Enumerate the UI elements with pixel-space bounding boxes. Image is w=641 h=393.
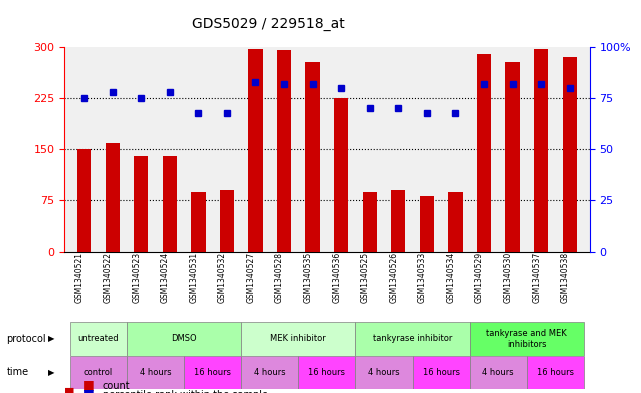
Text: GSM1340521: GSM1340521 [75,252,84,303]
Text: GSM1340533: GSM1340533 [418,252,427,303]
Bar [506,62,520,252]
FancyBboxPatch shape [470,322,584,356]
Bar [277,50,291,252]
Text: 4 hours: 4 hours [483,368,514,377]
Text: ■: ■ [83,387,95,393]
Text: protocol: protocol [6,334,46,344]
FancyBboxPatch shape [470,356,527,389]
Text: GSM1340525: GSM1340525 [361,252,370,303]
Text: ▶: ▶ [48,334,54,343]
Bar [334,98,348,252]
Text: GSM1340534: GSM1340534 [447,252,456,303]
Text: GSM1340522: GSM1340522 [104,252,113,303]
Text: GSM1340532: GSM1340532 [218,252,227,303]
Bar [106,143,120,252]
FancyBboxPatch shape [241,322,356,356]
Bar [391,190,406,252]
Text: control: control [84,368,113,377]
Bar [77,149,91,252]
Text: 16 hours: 16 hours [194,368,231,377]
Bar [363,191,377,252]
Text: 16 hours: 16 hours [537,368,574,377]
Bar [420,196,434,252]
Text: ■: ■ [64,387,74,393]
Text: GSM1340523: GSM1340523 [132,252,141,303]
FancyBboxPatch shape [356,356,413,389]
Text: 4 hours: 4 hours [254,368,286,377]
Text: percentile rank within the sample: percentile rank within the sample [103,390,267,393]
Text: GSM1340524: GSM1340524 [161,252,170,303]
FancyBboxPatch shape [70,356,127,389]
Text: 4 hours: 4 hours [368,368,400,377]
Text: tankyrase and MEK
inhibitors: tankyrase and MEK inhibitors [487,329,567,349]
Text: GSM1340536: GSM1340536 [332,252,341,303]
Bar [534,48,548,252]
Text: MEK inhibitor: MEK inhibitor [271,334,326,343]
Bar [448,191,463,252]
Text: 16 hours: 16 hours [308,368,345,377]
Text: 4 hours: 4 hours [140,368,171,377]
Text: GDS5029 / 229518_at: GDS5029 / 229518_at [192,17,345,31]
FancyBboxPatch shape [127,356,184,389]
Text: GSM1340535: GSM1340535 [304,252,313,303]
Text: GSM1340527: GSM1340527 [247,252,256,303]
Text: GSM1340537: GSM1340537 [532,252,541,303]
FancyBboxPatch shape [127,322,241,356]
Bar [306,62,320,252]
FancyBboxPatch shape [413,356,470,389]
Bar [477,54,491,252]
Text: 16 hours: 16 hours [422,368,460,377]
Bar [191,191,206,252]
FancyBboxPatch shape [527,356,584,389]
Text: time: time [6,367,29,377]
Bar [163,156,177,252]
Text: ▶: ▶ [48,368,54,377]
Bar [220,190,234,252]
Text: DMSO: DMSO [171,334,197,343]
Bar [248,48,263,252]
Text: untreated: untreated [78,334,119,343]
Text: GSM1340538: GSM1340538 [561,252,570,303]
Text: GSM1340529: GSM1340529 [475,252,484,303]
Text: tankyrase inhibitor: tankyrase inhibitor [373,334,453,343]
FancyBboxPatch shape [70,322,127,356]
Text: GSM1340526: GSM1340526 [389,252,398,303]
FancyBboxPatch shape [241,356,298,389]
Bar [134,156,148,252]
FancyBboxPatch shape [184,356,241,389]
Text: GSM1340528: GSM1340528 [275,252,284,303]
FancyBboxPatch shape [356,322,470,356]
FancyBboxPatch shape [298,356,356,389]
Bar [563,57,577,252]
Text: ■: ■ [83,378,95,391]
Text: GSM1340530: GSM1340530 [504,252,513,303]
Text: count: count [103,381,130,391]
Text: GSM1340531: GSM1340531 [189,252,198,303]
